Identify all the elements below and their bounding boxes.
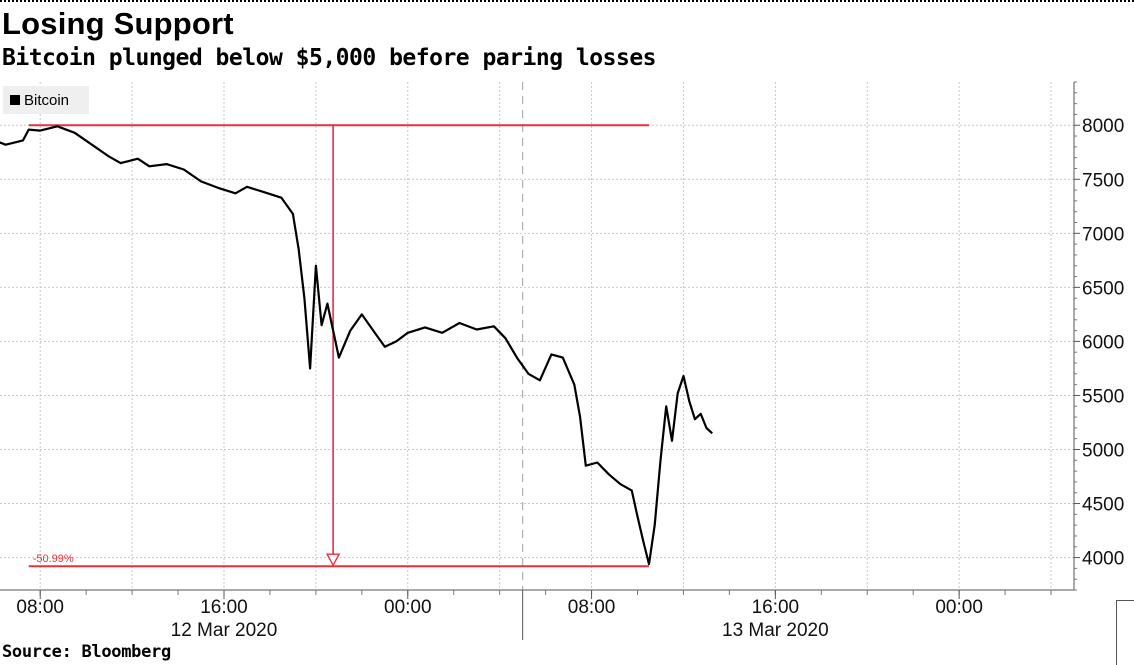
axes [0, 82, 1075, 591]
y-tick-label: 6000 [1082, 332, 1124, 353]
plot-area [0, 82, 1074, 590]
corner-frame [1116, 600, 1134, 665]
source-note: Source: Bloomberg [2, 642, 171, 662]
x-tick-label: 00:00 [935, 597, 983, 618]
annotations: -50.99% [28, 124, 649, 568]
x-tick-label: 16:00 [200, 597, 248, 618]
gridlines [0, 82, 1074, 590]
y-tick-label: 7000 [1082, 224, 1124, 245]
y-tick-label: 7500 [1082, 170, 1124, 191]
annotation-label: -50.99% [33, 553, 74, 565]
y-tick-label: 4500 [1082, 495, 1124, 516]
x-axis-ticks: 08:00 16:00 00:00 08:00 16:00 00:00 12 Mar 202… [16, 590, 1052, 641]
legend-swatch [10, 95, 20, 105]
y-tick-label: 4000 [1082, 549, 1124, 570]
legend-label-bitcoin: Bitcoin [24, 92, 69, 109]
annotation-arrow-head [325, 553, 341, 567]
chart-subtitle: Bitcoin plunged below $5,000 before pari… [2, 45, 657, 71]
y-tick-label: 5000 [1082, 440, 1124, 461]
series-layer [0, 125, 713, 566]
chart-title: Losing Support [2, 6, 234, 41]
y-tick-label: 8000 [1082, 116, 1124, 137]
y-tick-label: 5500 [1082, 386, 1124, 407]
top-dotted-rule [0, 0, 1134, 2]
series-line-bitcoin [0, 125, 713, 566]
x-date-label: 12 Mar 2020 [171, 620, 278, 641]
x-tick-label: 00:00 [384, 597, 432, 618]
x-tick-label: 08:00 [16, 597, 64, 618]
x-tick-label: 08:00 [568, 597, 616, 618]
legend: Bitcoin [3, 86, 89, 114]
x-tick-label: 16:00 [752, 597, 800, 618]
x-date-label: 13 Mar 2020 [722, 620, 829, 641]
y-axis-ticks: 4000 4500 5000 5500 6000 6500 7000 7500 8000 [1074, 81, 1124, 591]
y-tick-label: 6500 [1082, 278, 1124, 299]
